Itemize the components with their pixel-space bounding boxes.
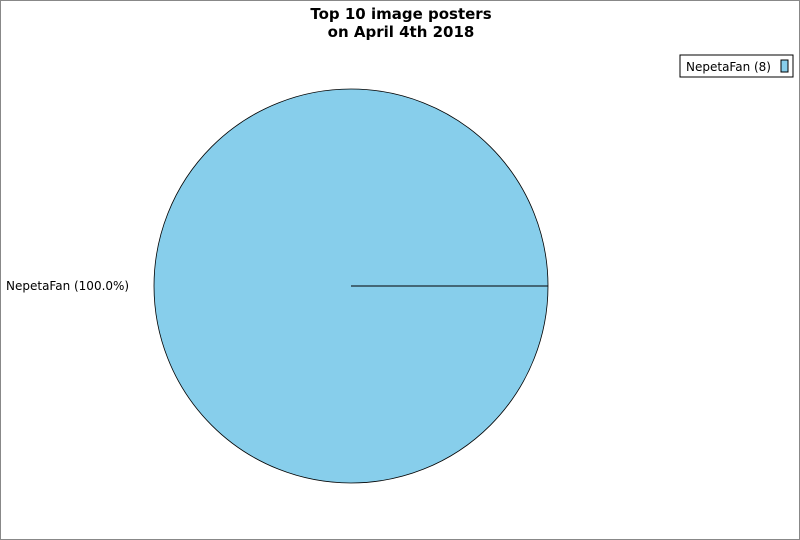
legend-swatch bbox=[780, 59, 789, 73]
legend-box bbox=[679, 54, 794, 78]
legend-label: NepetaFan (8) bbox=[686, 60, 771, 74]
legend: NepetaFan (8) bbox=[679, 54, 794, 78]
chart-title-line-1: Top 10 image posters bbox=[310, 5, 491, 23]
slice-label: NepetaFan (100.0%) bbox=[6, 279, 129, 293]
chart-title-line-2: on April 4th 2018 bbox=[328, 23, 475, 41]
